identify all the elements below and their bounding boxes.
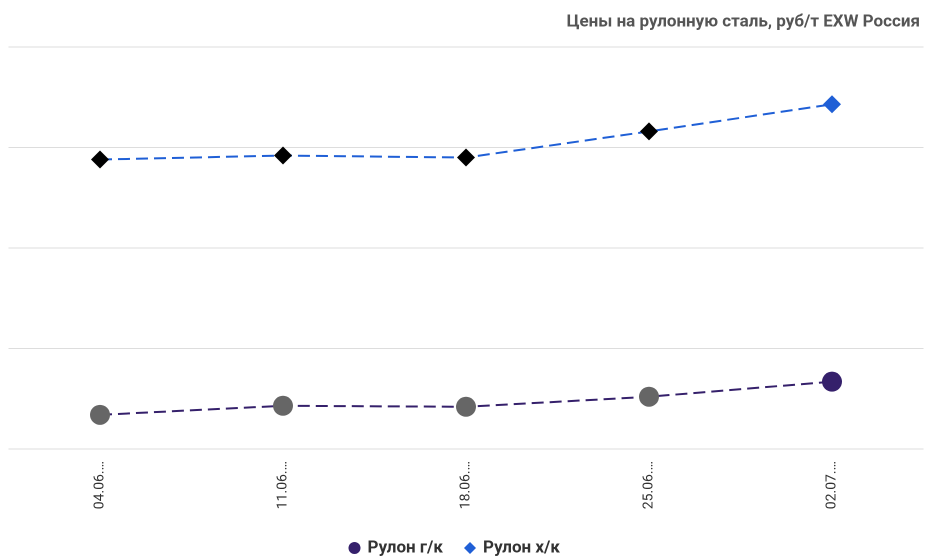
marker xyxy=(640,122,658,141)
marker xyxy=(273,395,293,416)
marker xyxy=(822,371,842,392)
chart-title: Цены на рулонную сталь, руб/т EXW Россия xyxy=(567,11,920,31)
legend-marker xyxy=(464,542,476,554)
x-tick-label: 02.07.… xyxy=(824,461,840,509)
x-tick-label: 18.06.… xyxy=(458,461,474,509)
x-tick-label: 11.06.… xyxy=(275,461,291,509)
marker xyxy=(274,146,292,165)
marker xyxy=(90,404,110,425)
legend-marker xyxy=(348,542,361,554)
marker xyxy=(639,386,659,407)
x-tick-label: 25.06.… xyxy=(641,461,657,509)
legend-label: Рулон г/к xyxy=(368,537,444,557)
marker xyxy=(457,148,475,167)
x-tick-label: 04.06.… xyxy=(92,461,108,509)
marker xyxy=(823,95,841,114)
marker xyxy=(91,150,109,169)
legend-label: Рулон х/к xyxy=(483,537,560,557)
marker xyxy=(456,396,476,417)
